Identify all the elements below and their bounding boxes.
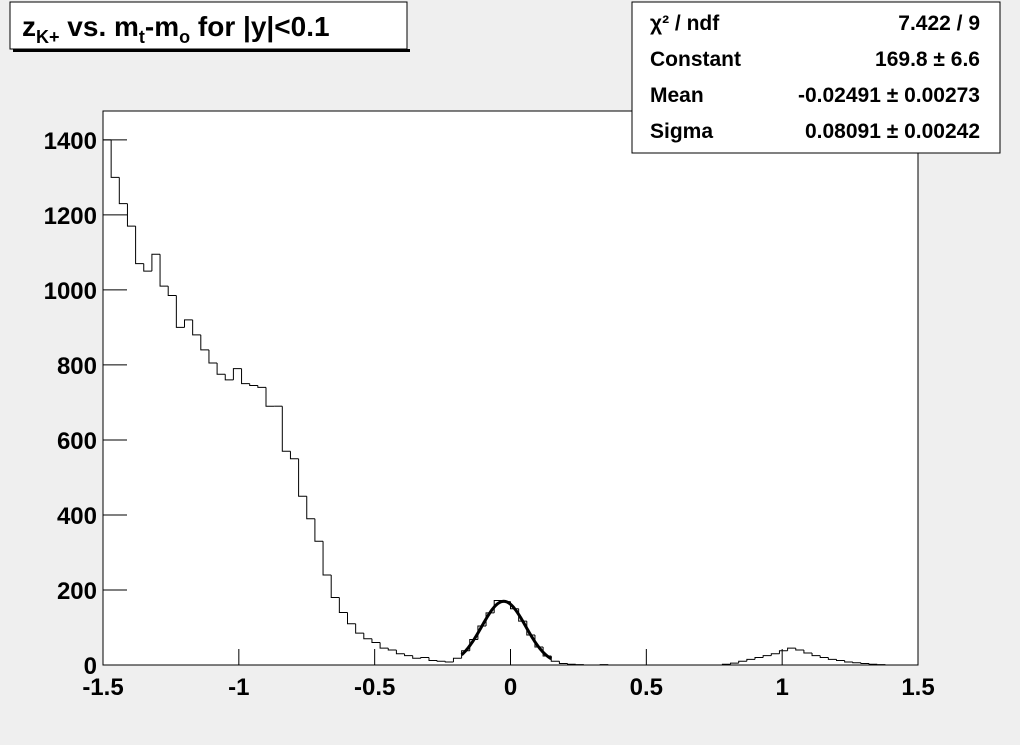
plot-frame xyxy=(103,111,918,665)
x-tick-label: -1 xyxy=(228,674,249,701)
stats-value: -0.02491 ± 0.00273 xyxy=(798,84,980,107)
chart-title: zK+ vs. mt-mo for |y|<0.1 xyxy=(22,11,330,47)
y-tick-label: 200 xyxy=(57,578,97,605)
title-part: -m xyxy=(145,11,179,42)
y-tick-label: 800 xyxy=(57,353,97,380)
title-shadow xyxy=(13,49,410,52)
title-part: K+ xyxy=(36,27,60,47)
y-tick-label: 400 xyxy=(57,503,97,530)
y-tick-label: 1200 xyxy=(44,203,97,230)
stats-value: 7.422 / 9 xyxy=(898,12,980,35)
stats-name: Constant xyxy=(650,48,741,71)
y-tick-label: 1400 xyxy=(44,128,97,155)
y-tick-label: 600 xyxy=(57,428,97,455)
stats-name: Sigma xyxy=(650,120,713,143)
x-tick-label: 1.5 xyxy=(901,674,934,701)
y-tick-label: 1000 xyxy=(44,278,97,305)
stats-value: 169.8 ± 6.6 xyxy=(875,48,980,71)
title-part: o xyxy=(179,27,190,47)
x-tick-label: -1.5 xyxy=(82,674,123,701)
title-part: for |y|<0.1 xyxy=(190,11,329,42)
x-tick-label: 0.5 xyxy=(630,674,663,701)
title-part: z xyxy=(22,11,36,42)
x-tick-label: 0 xyxy=(504,674,517,701)
stats-name: Mean xyxy=(650,84,704,107)
title-part: vs. m xyxy=(60,11,139,42)
x-tick-label: 1 xyxy=(775,674,788,701)
stats-name: χ² / ndf xyxy=(650,12,720,35)
stats-value: 0.08091 ± 0.00242 xyxy=(805,120,980,143)
x-tick-label: -0.5 xyxy=(354,674,395,701)
